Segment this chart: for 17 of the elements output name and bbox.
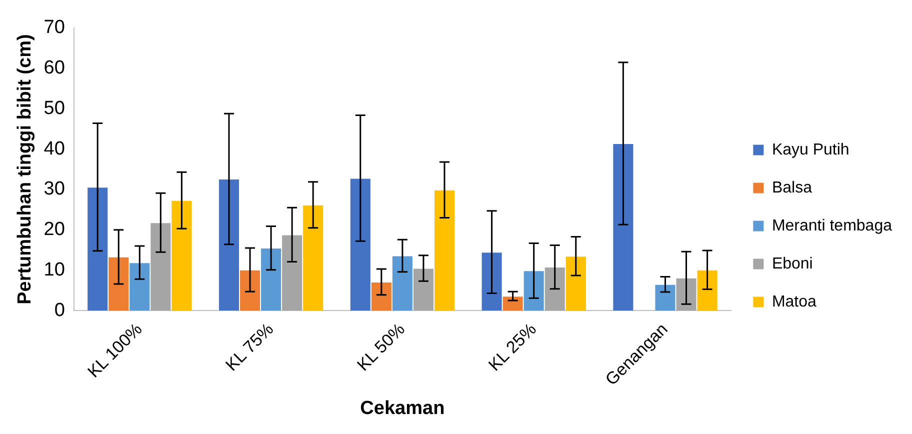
legend-label: Balsa bbox=[772, 179, 812, 196]
y-tick-label: 40 bbox=[44, 138, 65, 160]
x-tick-label: KL 75% bbox=[222, 320, 278, 375]
y-tick-label: 20 bbox=[44, 219, 65, 240]
legend-label: Kayu Putih bbox=[772, 141, 850, 158]
legend-label: Matoa bbox=[772, 293, 817, 310]
y-tick-label: 70 bbox=[44, 17, 65, 38]
x-tick-label: KL 50% bbox=[353, 320, 409, 375]
y-tick-label: 60 bbox=[44, 58, 65, 79]
y-tick-label: 10 bbox=[44, 259, 65, 280]
y-axis-title: Pertumbuhan tinggi bibit (cm) bbox=[14, 34, 36, 304]
x-axis-title: Cekaman bbox=[360, 398, 445, 419]
y-tick-label: 0 bbox=[54, 300, 65, 321]
y-tick-label: 30 bbox=[44, 178, 65, 200]
legend-label: Eboni bbox=[772, 255, 813, 272]
legend-label: Meranti tembaga bbox=[772, 217, 892, 234]
y-tick-label: 50 bbox=[44, 98, 65, 119]
